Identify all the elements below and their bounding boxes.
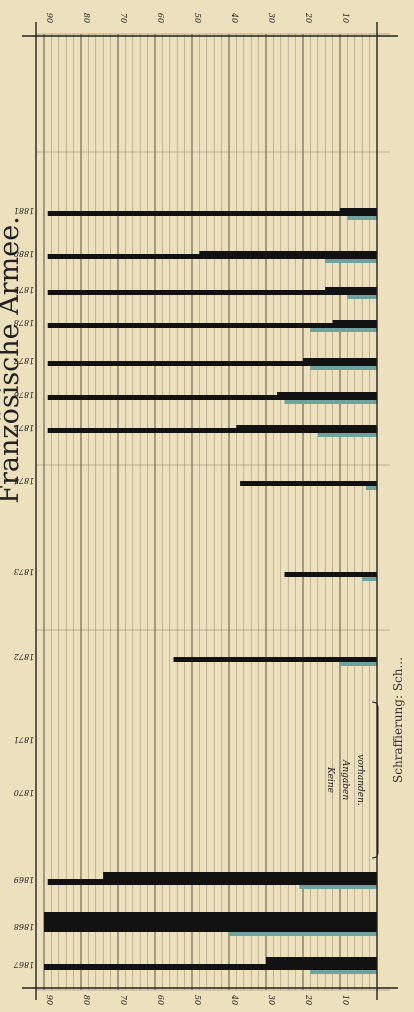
bar-black-thin [47,361,377,366]
tick-label-bottom: 10 [341,995,350,1005]
bar-black-thin [47,211,377,216]
bar-teal [229,932,377,936]
bar-black-thin [47,323,377,328]
bar-black-thin [44,912,377,932]
bar-black-thick [236,425,377,433]
tick-label-bottom: 20 [304,994,313,1005]
annotation-word: vorhanden. [355,754,365,806]
year-label: 1873 [14,567,34,576]
year-label: 1872 [14,652,34,661]
bar-teal [347,295,377,299]
bar-black-thin [47,428,377,433]
bar-black-thick [340,208,377,216]
axes [22,22,398,1000]
bar-teal [310,366,377,370]
bar-teal [284,400,377,404]
tick-label-top: 10 [341,13,350,23]
year-label: 1875 [14,423,34,432]
tick-label-top: 80 [82,13,91,23]
year-label: 1877 [13,356,34,365]
bar-teal [347,216,377,220]
bar-teal [317,433,377,437]
bar-black-thick [199,251,377,259]
year-label: 1880 [14,249,34,258]
bar-black-thin [284,572,377,577]
tick-label-top: 90 [45,13,54,23]
year-label: 1867 [13,960,34,969]
tick-label-bottom: 40 [230,994,239,1005]
bar-black-thin [47,290,377,295]
tick-label-top: 50 [193,13,202,23]
annotation-text: Keine Angaben vorhanden. [325,754,365,806]
tick-label-bottom: 70 [119,995,128,1005]
bar-teal [340,662,377,666]
tick-label-bottom: 30 [267,995,276,1005]
annotation: Keine Angaben vorhanden. [325,701,379,859]
tick-label-top: 70 [119,13,128,23]
annotation-bracket [371,701,379,859]
bar-black-thick [325,287,377,295]
bar-black-thin [240,481,377,486]
tick-label-top: 60 [156,13,165,23]
annotation-word: Keine [325,766,335,793]
bar-black-thin [173,657,377,662]
tick-label-top: 30 [267,13,276,23]
bars [44,208,377,974]
bar-teal [365,486,377,490]
bar-black-thick [303,358,377,366]
bar-black-thick [277,392,377,400]
tick-label-top: 40 [230,12,239,23]
chart-title: Französische Armee. [0,216,25,504]
footnote: Schraffierung: Sch... [391,657,405,783]
year-label: 1876 [14,390,34,399]
labels: 90 80 70 60 50 40 30 20 10 90 80 70 60 50 40 30 20 10 1881… [13,12,350,1005]
year-label: 1868 [14,922,34,931]
year-label: 1879 [14,285,34,294]
bar-black-thick [103,872,377,885]
tick-label-top: 20 [304,12,313,23]
tick-label-bottom: 80 [82,995,91,1005]
grid [36,33,390,991]
year-label: 1878 [14,318,34,327]
annotation-word: Angaben [340,759,350,801]
bar-black-thick [332,320,377,328]
year-label: 1869 [14,875,34,884]
year-label: 1871 [14,735,34,744]
tick-label-bottom: 50 [193,995,202,1005]
tick-label-bottom: 90 [45,995,54,1005]
year-label: 1870 [14,788,34,797]
tick-label-bottom: 60 [156,995,165,1005]
year-label: 1874 [14,476,34,485]
year-label: 1881 [14,206,34,215]
bar-teal [310,328,377,332]
bar-black-thin [47,395,377,400]
bar-black-thin [44,964,377,970]
bar-teal [362,577,377,581]
bar-teal [310,970,377,974]
bar-teal [299,885,377,889]
bar-teal [325,259,377,263]
bar-black-thick [266,957,377,970]
